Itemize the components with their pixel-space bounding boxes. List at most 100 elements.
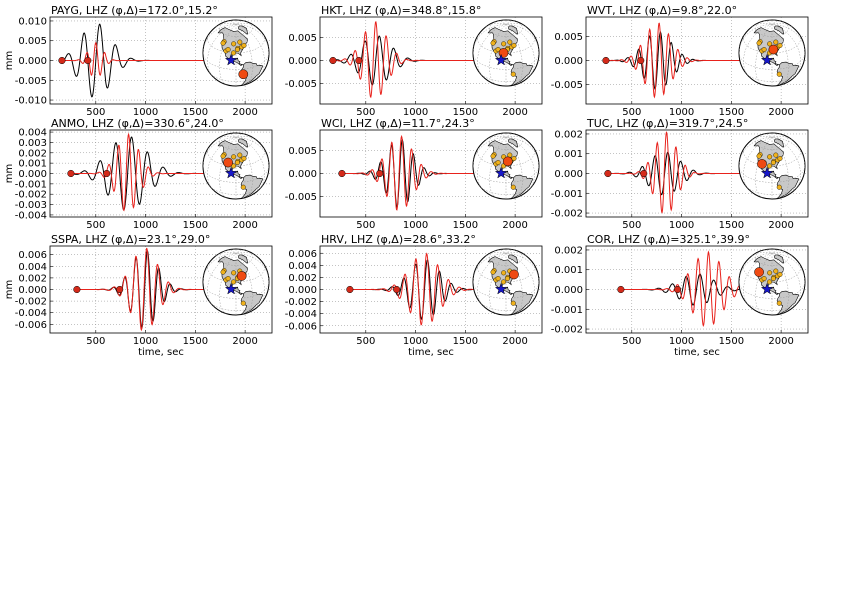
graticule-meridian bbox=[235, 136, 257, 141]
graticule-meridian bbox=[485, 252, 507, 257]
graticule-meridian bbox=[755, 253, 773, 314]
y-tick-label: 0.002 bbox=[18, 148, 47, 159]
highlight-station bbox=[238, 69, 249, 80]
epicenter-star bbox=[224, 53, 238, 66]
epicenter-star bbox=[224, 166, 238, 179]
y-tick-label: 0.000 bbox=[554, 169, 583, 180]
station-dot bbox=[767, 163, 773, 169]
station-dot bbox=[761, 276, 767, 282]
station-dot bbox=[231, 279, 237, 285]
graticule-meridian bbox=[235, 253, 269, 283]
panel-title: HKT, LHZ (φ,Δ)=348.8°,15.8° bbox=[321, 4, 481, 17]
globe-body bbox=[473, 20, 539, 86]
station-dot bbox=[231, 41, 237, 47]
station-dot bbox=[776, 71, 782, 77]
epicenter-star bbox=[760, 282, 774, 295]
greenland-land bbox=[508, 138, 519, 148]
y-tick-label: -0.005 bbox=[15, 76, 47, 87]
y-tick-label: -0.005 bbox=[551, 80, 583, 91]
pick-marker bbox=[103, 169, 111, 178]
y-tick-label: 0.004 bbox=[288, 261, 317, 272]
epicenter-star bbox=[494, 166, 508, 179]
graticule-meridian bbox=[235, 137, 269, 167]
y-tick-label: -0.003 bbox=[15, 200, 47, 211]
panel-title: SSPA, LHZ (φ,Δ)=23.1°,29.0° bbox=[51, 233, 210, 246]
graticule-meridian bbox=[505, 20, 515, 25]
x-tick-label: 1500 bbox=[183, 336, 208, 347]
x-tick-label: 1000 bbox=[133, 220, 158, 231]
station-dot bbox=[773, 268, 779, 274]
graticule-meridian bbox=[235, 24, 265, 78]
graticule-meridian bbox=[751, 136, 773, 141]
x-tick-label: 1500 bbox=[453, 220, 478, 231]
pick-marker bbox=[640, 169, 648, 178]
y-tick-label: -0.004 bbox=[285, 309, 317, 320]
station-dot bbox=[237, 152, 243, 158]
graticule-meridian bbox=[489, 253, 507, 314]
panel-wci: 500 1000 1500 2000 -0.005 0.000 0.005 WCI, LHZ … bbox=[285, 117, 543, 231]
graticule-meridian bbox=[743, 24, 773, 78]
graticule-meridian bbox=[473, 137, 507, 167]
x-axis-label: time, sec bbox=[408, 347, 454, 358]
pick-marker bbox=[637, 56, 645, 65]
globe-body bbox=[739, 133, 805, 199]
graticule-parallel bbox=[743, 34, 801, 54]
x-tick-label: 1500 bbox=[183, 220, 208, 231]
graticule-meridian bbox=[477, 24, 507, 78]
y-tick-label: -0.002 bbox=[285, 297, 317, 308]
greenland-land bbox=[238, 25, 249, 35]
graticule-meridian bbox=[771, 136, 793, 141]
greenland-land bbox=[508, 254, 519, 264]
station-dot bbox=[510, 184, 516, 190]
station-dot bbox=[510, 71, 516, 77]
x-tick-label: 500 bbox=[356, 220, 375, 231]
y-tick-label: -0.002 bbox=[551, 209, 583, 220]
graticule-meridian bbox=[771, 253, 801, 307]
graticule-meridian bbox=[203, 137, 237, 167]
x-tick-label: 2000 bbox=[768, 220, 793, 231]
graticule-meridian bbox=[751, 23, 773, 28]
pick-marker bbox=[604, 169, 612, 178]
graticule-meridian bbox=[763, 133, 773, 138]
graticule-parallel bbox=[743, 147, 801, 167]
station-dot bbox=[510, 300, 516, 306]
graticule-meridian bbox=[771, 253, 789, 314]
graticule-meridian bbox=[235, 137, 253, 198]
station-dot bbox=[776, 184, 782, 190]
graticule-meridian bbox=[505, 253, 539, 283]
graticule-parallel bbox=[219, 249, 253, 266]
globe-body bbox=[203, 249, 269, 315]
station-dot bbox=[773, 152, 779, 158]
graticule-parallel bbox=[219, 133, 253, 150]
graticule-meridian bbox=[477, 137, 507, 191]
graticule-meridian bbox=[743, 137, 773, 191]
pick-marker bbox=[602, 56, 610, 65]
graticule-meridian bbox=[739, 24, 773, 54]
graticule-meridian bbox=[485, 23, 507, 28]
station-dot bbox=[490, 40, 496, 46]
plot-frame bbox=[49, 16, 273, 105]
graticule-parallel bbox=[755, 133, 789, 150]
greenland-land bbox=[238, 138, 249, 148]
graticule-meridian bbox=[505, 137, 523, 198]
x-tick-label: 500 bbox=[86, 220, 105, 231]
x-tick-label: 1000 bbox=[403, 336, 428, 347]
plot-frame bbox=[49, 129, 273, 218]
x-tick-label: 1000 bbox=[669, 220, 694, 231]
graticule-meridian bbox=[771, 249, 781, 254]
station-dot bbox=[495, 276, 501, 282]
map-inset bbox=[738, 248, 806, 316]
panel-title: HRV, LHZ (φ,Δ)=28.6°,33.2° bbox=[321, 233, 476, 246]
pick-marker bbox=[355, 56, 363, 65]
station-dot bbox=[777, 155, 783, 161]
station-dot bbox=[756, 153, 762, 159]
pick-marker bbox=[674, 285, 682, 294]
x-tick-label: 1000 bbox=[669, 336, 694, 347]
y-tick-label: 0.002 bbox=[288, 273, 317, 284]
x-tick-label: 1500 bbox=[453, 336, 478, 347]
station-dot bbox=[231, 50, 237, 56]
panel-title: ANMO, LHZ (φ,Δ)=330.6°,24.0° bbox=[51, 117, 224, 130]
station-dot bbox=[501, 279, 507, 285]
graticule-meridian bbox=[771, 24, 801, 78]
x-tick-label: 2000 bbox=[502, 336, 527, 347]
